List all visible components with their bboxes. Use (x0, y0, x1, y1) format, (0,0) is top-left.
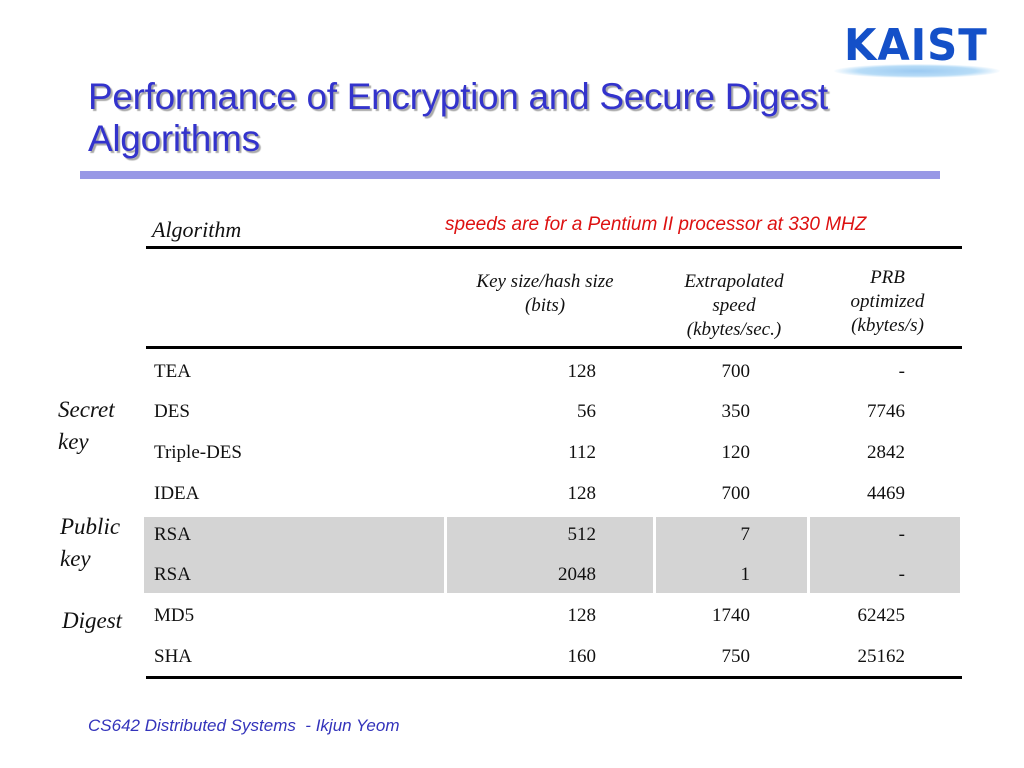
cell-prb: 62425 (857, 605, 906, 626)
column-header-line: speed (712, 295, 756, 316)
shade-cell (810, 517, 960, 593)
column-header-line: optimized (850, 291, 925, 312)
slide-title: Performance of Encryption and Secure Dig… (88, 76, 828, 159)
logo-text: KAIST (844, 20, 988, 71)
cell-algorithm: DES (154, 401, 190, 422)
column-header-speed: Extrapolated speed (kbytes/sec.) (660, 270, 808, 342)
table-bottom-rule (146, 676, 962, 679)
category-line: Digest (62, 608, 123, 633)
cell-speed: 750 (721, 646, 751, 667)
table-row: TEA 128 700 - (146, 352, 962, 392)
column-header-line: Extrapolated (684, 271, 784, 292)
column-header-line: (bits) (524, 295, 566, 316)
title-divider (80, 171, 940, 179)
cell-algorithm: Triple-DES (154, 442, 242, 463)
cell-speed: 120 (721, 442, 751, 463)
cell-algorithm: IDEA (154, 483, 200, 504)
cell-algorithm: RSA (154, 524, 191, 545)
cell-algorithm: TEA (154, 361, 191, 382)
cell-prb: 4469 (867, 483, 905, 504)
category-line: key (60, 546, 91, 571)
cell-speed: 1740 (712, 605, 750, 626)
cell-speed: 1 (740, 564, 751, 585)
algorithm-header: Algorithm (152, 217, 242, 242)
category-public-key: Public key (60, 511, 120, 575)
kaist-logo: KAIST (832, 20, 1002, 80)
table-row: SHA 160 750 25162 (146, 637, 962, 677)
header-bottom-rule (146, 346, 962, 349)
logo-swoosh-icon (834, 64, 1000, 78)
table-row: RSA 512 7 - (146, 515, 962, 555)
table-top-rule (146, 246, 962, 249)
table-row: RSA 2048 1 - (146, 555, 962, 595)
cell-algorithm: MD5 (154, 605, 195, 626)
cell-speed: 350 (721, 401, 751, 422)
cell-key-size: 160 (567, 646, 597, 667)
shade-cell (447, 517, 653, 593)
cell-prb: 25162 (857, 646, 906, 667)
category-line: Public (60, 514, 121, 539)
slide-footer: CS642 Distributed Systems - Ikjun Yeom (88, 716, 400, 735)
category-secret-key: Secret key (58, 394, 115, 458)
shade-cell (656, 517, 807, 593)
cell-algorithm: RSA (154, 564, 191, 585)
category-digest: Digest (62, 605, 122, 637)
cell-key-size: 2048 (558, 564, 596, 585)
table-row: IDEA 128 700 4469 (146, 474, 962, 514)
cell-prb: - (898, 564, 905, 585)
column-header-key-size: Key size/hash size (bits) (450, 270, 640, 318)
table-row: MD5 128 1740 62425 (146, 596, 962, 636)
table-row: DES 56 350 7746 (146, 392, 962, 432)
cell-key-size: 56 (577, 401, 596, 422)
cell-prb: 7746 (867, 401, 905, 422)
column-header-prb: PRB optimized (kbytes/s) (815, 266, 960, 338)
cell-prb: - (898, 524, 905, 545)
cell-key-size: 128 (567, 483, 597, 504)
table-row: Triple-DES 112 120 2842 (146, 433, 962, 473)
column-header-line: (kbytes/s) (851, 315, 924, 336)
column-header-line: Key size/hash size (476, 271, 614, 292)
cell-key-size: 128 (567, 361, 597, 382)
cell-speed: 700 (721, 361, 751, 382)
cell-key-size: 112 (568, 442, 596, 463)
speed-note: speeds are for a Pentium II processor at… (445, 214, 867, 235)
category-line: Secret (58, 397, 115, 422)
cell-key-size: 128 (567, 605, 597, 626)
cell-speed: 700 (721, 483, 751, 504)
cell-key-size: 512 (567, 524, 597, 545)
cell-prb: 2842 (867, 442, 905, 463)
column-header-line: PRB (870, 267, 905, 288)
cell-speed: 7 (740, 524, 751, 545)
cell-prb: - (898, 361, 905, 382)
category-line: key (58, 429, 89, 454)
shade-cell (144, 517, 444, 593)
cell-algorithm: SHA (154, 646, 193, 667)
column-header-line: (kbytes/sec.) (686, 319, 782, 340)
